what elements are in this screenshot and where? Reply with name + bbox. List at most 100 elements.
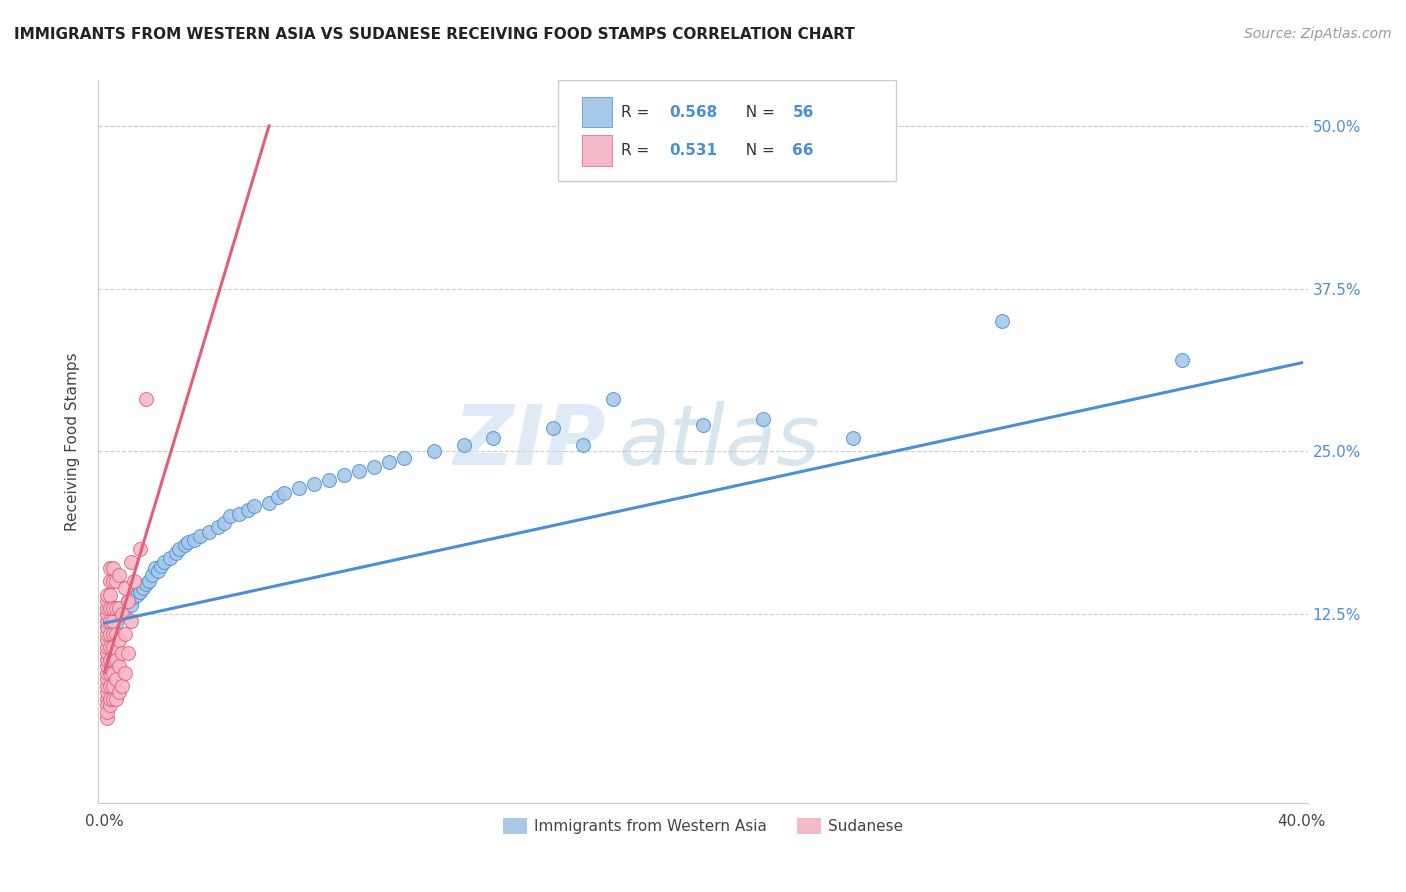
Point — [108, 607, 131, 621]
Point — [236, 503, 259, 517]
Point — [96, 600, 118, 615]
Text: R =: R = — [621, 105, 659, 120]
Point — [482, 431, 505, 445]
Point — [100, 587, 122, 601]
Text: R =: R = — [621, 144, 659, 158]
Point — [177, 535, 200, 549]
Point — [129, 541, 152, 556]
Point — [602, 392, 624, 407]
Point — [135, 577, 157, 591]
Point — [228, 507, 250, 521]
Point — [135, 392, 157, 407]
Text: 56: 56 — [793, 105, 814, 120]
Point — [120, 555, 142, 569]
FancyBboxPatch shape — [558, 80, 897, 181]
Point — [111, 646, 134, 660]
Point — [96, 607, 118, 621]
Point — [111, 679, 134, 693]
Point — [167, 541, 190, 556]
Point — [243, 499, 266, 513]
Point — [105, 574, 128, 589]
Point — [96, 685, 118, 699]
Point — [100, 614, 122, 628]
Point — [100, 600, 122, 615]
Point — [117, 646, 139, 660]
Point — [318, 473, 340, 487]
Point — [103, 614, 125, 628]
Point — [96, 640, 118, 654]
Point — [333, 467, 356, 482]
Point — [212, 516, 235, 530]
Point — [103, 574, 125, 589]
Point — [103, 679, 125, 693]
Point — [100, 640, 122, 654]
Point — [165, 546, 187, 560]
Point — [422, 444, 444, 458]
Point — [100, 679, 122, 693]
Point — [114, 665, 136, 680]
Point — [105, 691, 128, 706]
Point — [108, 568, 131, 582]
Point — [132, 581, 155, 595]
Point — [117, 594, 139, 608]
Point — [183, 533, 205, 547]
Point — [273, 486, 295, 500]
Point — [100, 665, 122, 680]
Point — [841, 431, 863, 445]
Text: ZIP: ZIP — [454, 401, 606, 482]
Point — [96, 620, 118, 634]
Point — [96, 652, 118, 666]
Point — [363, 459, 385, 474]
Point — [100, 698, 122, 713]
Point — [114, 626, 136, 640]
Point — [103, 652, 125, 666]
Point — [572, 438, 595, 452]
Point — [127, 587, 149, 601]
Point — [153, 555, 176, 569]
Text: 0.531: 0.531 — [669, 144, 717, 158]
Point — [111, 607, 134, 621]
Point — [692, 418, 714, 433]
Point — [96, 659, 118, 673]
Point — [159, 551, 181, 566]
Y-axis label: Receiving Food Stamps: Receiving Food Stamps — [65, 352, 80, 531]
Point — [96, 698, 118, 713]
Point — [103, 561, 125, 575]
Point — [105, 626, 128, 640]
Point — [120, 614, 142, 628]
Point — [96, 679, 118, 693]
Point — [108, 685, 131, 699]
Point — [129, 585, 152, 599]
Point — [105, 600, 128, 615]
Point — [752, 411, 775, 425]
Point — [96, 672, 118, 686]
Point — [392, 450, 415, 465]
Point — [96, 646, 118, 660]
Point — [103, 691, 125, 706]
Text: atlas: atlas — [619, 401, 820, 482]
Text: N =: N = — [735, 144, 779, 158]
Point — [108, 600, 131, 615]
Point — [150, 558, 173, 573]
Point — [103, 600, 125, 615]
FancyBboxPatch shape — [582, 97, 613, 128]
Text: 66: 66 — [793, 144, 814, 158]
Point — [100, 561, 122, 575]
Point — [267, 490, 290, 504]
Point — [103, 611, 125, 625]
Point — [219, 509, 242, 524]
Point — [96, 594, 118, 608]
Point — [257, 496, 280, 510]
Point — [100, 626, 122, 640]
Point — [114, 581, 136, 595]
Point — [103, 665, 125, 680]
Text: IMMIGRANTS FROM WESTERN ASIA VS SUDANESE RECEIVING FOOD STAMPS CORRELATION CHART: IMMIGRANTS FROM WESTERN ASIA VS SUDANESE… — [14, 27, 855, 42]
Text: 0.568: 0.568 — [669, 105, 717, 120]
Point — [453, 438, 475, 452]
Point — [100, 574, 122, 589]
Point — [288, 481, 311, 495]
Point — [96, 711, 118, 725]
Point — [100, 614, 122, 628]
Point — [96, 620, 118, 634]
Point — [96, 665, 118, 680]
